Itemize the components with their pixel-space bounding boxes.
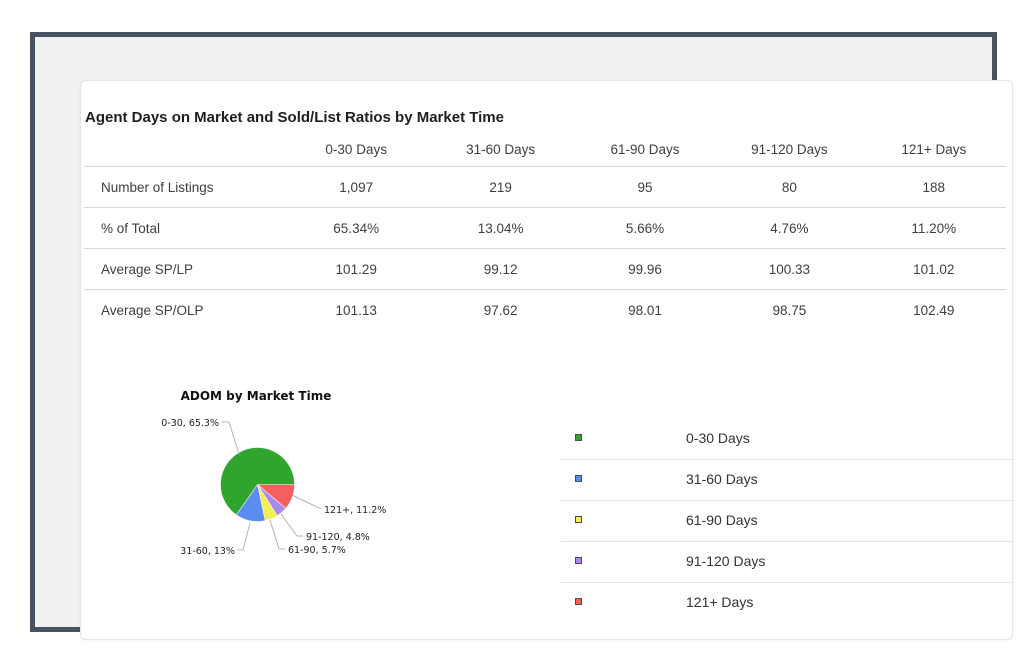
pie-slice-label: 61-90, 5.7% bbox=[288, 545, 346, 556]
legend-item: 91-120 Days bbox=[561, 542, 1014, 583]
table-cell: 100.33 bbox=[717, 248, 862, 290]
pie-leader-line bbox=[237, 522, 251, 551]
table-row: % of Total 65.34% 13.04% 5.66% 4.76% 11.… bbox=[84, 207, 1006, 249]
legend-marker bbox=[575, 557, 582, 564]
row-label: Number of Listings bbox=[101, 179, 214, 195]
legend-marker bbox=[575, 516, 582, 523]
table-cell: 98.75 bbox=[717, 289, 862, 330]
row-label: % of Total bbox=[84, 207, 284, 249]
pie-leader-line bbox=[222, 421, 240, 455]
legend-item: 0-30 Days bbox=[561, 419, 1014, 460]
table-row: Number of Listings 1,097 219 95 80 188 bbox=[84, 167, 1006, 208]
pie-legend: 0-30 Days 31-60 Days 61-90 Days 91-120 D… bbox=[561, 419, 1014, 623]
legend-label: 121+ Days bbox=[686, 594, 754, 610]
column-header: 121+ Days bbox=[861, 133, 1006, 167]
table-cell: 101.02 bbox=[861, 248, 1006, 290]
column-header: 61-90 Days bbox=[572, 133, 718, 167]
table-cell: 188 bbox=[922, 179, 946, 195]
legend-marker bbox=[575, 434, 582, 441]
pie-leader-line bbox=[269, 519, 285, 550]
table-cell: 97.62 bbox=[428, 289, 573, 330]
table-cell: 95 bbox=[637, 179, 653, 195]
legend-item: 61-90 Days bbox=[561, 501, 1014, 542]
pie-slice-label: 121+, 11.2% bbox=[324, 505, 386, 516]
column-header: 31-60 Days bbox=[428, 133, 573, 167]
pie-chart-title: ADOM by Market Time bbox=[181, 389, 332, 403]
table-cell: 5.66% bbox=[572, 207, 718, 249]
table-cell: 219 bbox=[489, 179, 512, 195]
report-card: Agent Days on Market and Sold/List Ratio… bbox=[80, 80, 1014, 640]
table-cell: 1,097 bbox=[339, 179, 374, 195]
legend-label: 91-120 Days bbox=[686, 553, 766, 569]
table-cell: 99.12 bbox=[428, 248, 573, 290]
table-cell: 65.34% bbox=[284, 207, 429, 249]
legend-marker bbox=[575, 598, 582, 605]
legend-item: 121+ Days bbox=[561, 583, 1014, 623]
legend-label: 61-90 Days bbox=[686, 512, 758, 528]
pie-slice-label: 0-30, 65.3% bbox=[161, 418, 219, 429]
table-row: Average SP/LP 101.29 99.12 99.96 100.33 … bbox=[84, 248, 1006, 290]
market-time-table: 0-30 Days 31-60 Days 61-90 Days 91-120 D… bbox=[84, 133, 1006, 330]
legend-item: 31-60 Days bbox=[561, 460, 1014, 501]
table-cell: 102.49 bbox=[861, 289, 1006, 330]
table-cell: 4.76% bbox=[717, 207, 862, 249]
pie-leader-line bbox=[291, 494, 322, 510]
pie-slice-label: 91-120, 4.8% bbox=[306, 532, 370, 543]
table-cell: 101.29 bbox=[284, 248, 429, 290]
column-header: 91-120 Days bbox=[717, 133, 862, 167]
table-cell: 80 bbox=[781, 179, 797, 195]
report-frame: Agent Days on Market and Sold/List Ratio… bbox=[30, 32, 1014, 640]
table-cell: 101.13 bbox=[284, 289, 429, 330]
pie-slice-label: 31-60, 13% bbox=[180, 546, 235, 557]
legend-label: 31-60 Days bbox=[686, 471, 758, 487]
table-cell: 11.20% bbox=[861, 207, 1006, 249]
adom-pie-chart: ADOM by Market Time 0-30, 65.3% 121+, 11.… bbox=[161, 389, 386, 557]
table-header-row: 0-30 Days 31-60 Days 61-90 Days 91-120 D… bbox=[84, 133, 1006, 167]
table-corner-cell bbox=[84, 133, 284, 167]
legend-marker bbox=[575, 475, 582, 482]
column-header: 0-30 Days bbox=[284, 133, 429, 167]
page-title: Agent Days on Market and Sold/List Ratio… bbox=[85, 109, 504, 126]
legend-label: 0-30 Days bbox=[686, 430, 750, 446]
pie-slice-0-30 bbox=[220, 447, 295, 516]
table-cell: 99.96 bbox=[572, 248, 718, 290]
table-row: Average SP/OLP 101.13 97.62 98.01 98.75 … bbox=[84, 289, 1006, 330]
row-label: Average SP/OLP bbox=[84, 289, 284, 330]
pie-leader-line bbox=[280, 513, 303, 537]
row-label: Average SP/LP bbox=[84, 248, 284, 290]
table-cell: 98.01 bbox=[572, 289, 718, 330]
table-cell: 13.04% bbox=[428, 207, 573, 249]
